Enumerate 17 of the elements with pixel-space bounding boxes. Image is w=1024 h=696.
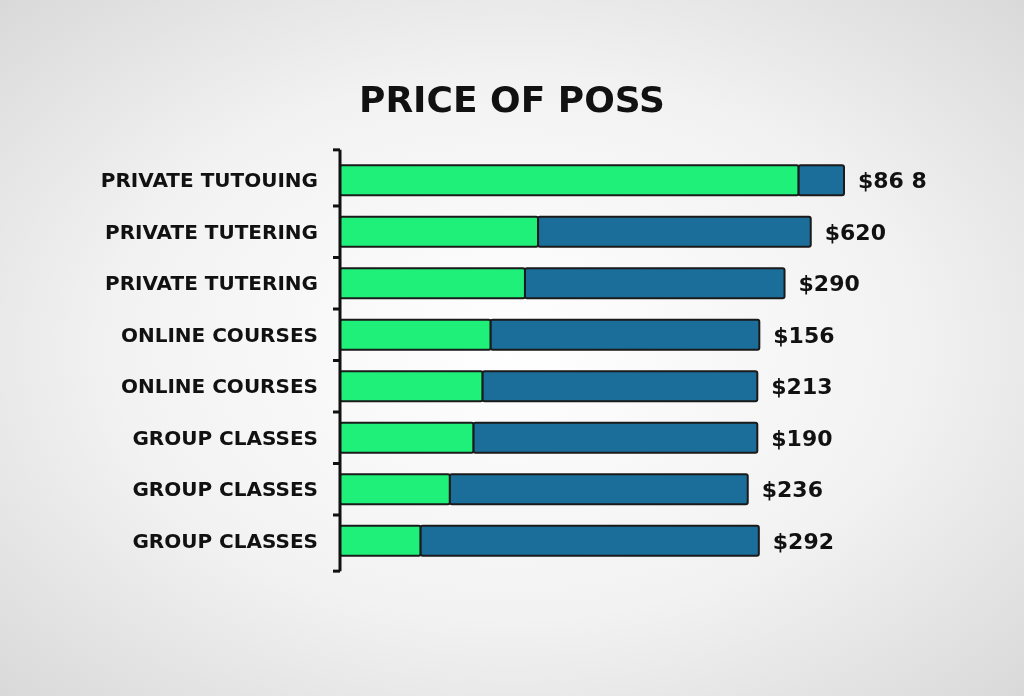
annotation: $292 (772, 528, 835, 554)
annotation: $213 (771, 374, 833, 400)
y-tick-label: GROUP CLASSES (132, 477, 318, 502)
chart-title: PRICE OF POSS (359, 79, 665, 120)
y-tick-label: GROUP CLASSES (132, 425, 318, 450)
annotation: $290 (798, 271, 860, 297)
y-tick-label: PRIVATE TUTERING (105, 271, 318, 296)
y-tick-label: ONLINE COURSES (120, 322, 318, 347)
y-tick-label: PRIVATE TUTERING (105, 219, 318, 244)
y-tick-label: GROUP CLASSES (132, 528, 318, 553)
y-tick-label: PRIVATE TUTOUING (100, 168, 318, 193)
text: $86 8 (858, 168, 927, 194)
annotation: $156 (773, 322, 835, 348)
annotation: $236 (761, 477, 823, 503)
annotation: $190 (771, 425, 833, 451)
y-tick-label: ONLINE COURSES (120, 374, 318, 399)
annotation: $620 (824, 219, 886, 245)
